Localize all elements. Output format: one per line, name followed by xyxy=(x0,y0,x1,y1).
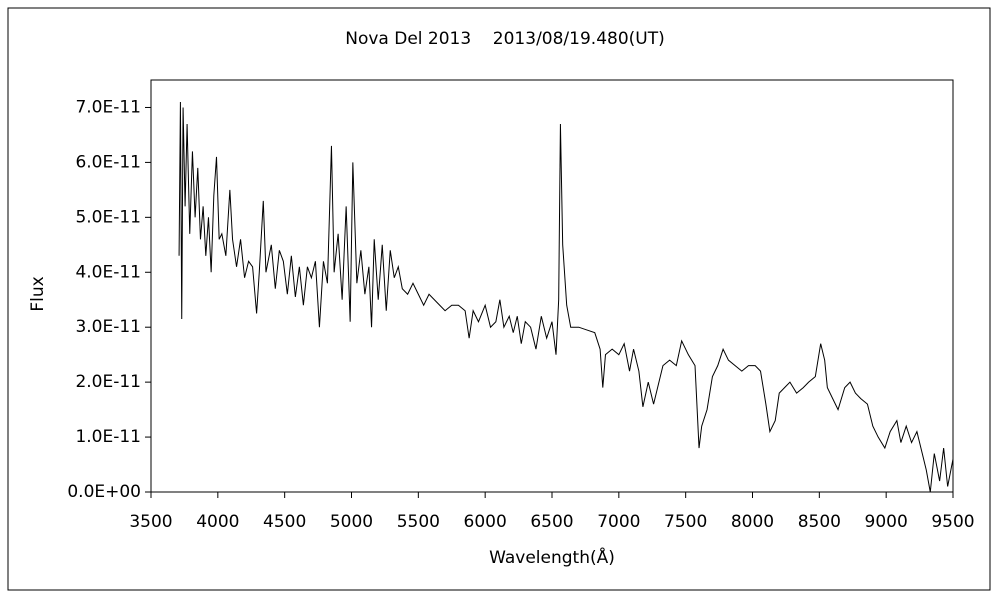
y-tick-label: 0.0E+00 xyxy=(67,482,141,502)
x-tick-label: 5000 xyxy=(330,512,373,532)
x-tick-label: 6000 xyxy=(464,512,507,532)
y-tick-label: 6.0E-11 xyxy=(75,152,141,172)
y-tick-label: 4.0E-11 xyxy=(75,262,141,282)
plot-frame xyxy=(150,79,954,493)
y-tick-label: 5.0E-11 xyxy=(75,207,141,227)
x-tick-label: 8000 xyxy=(731,512,774,532)
x-tick-label: 8500 xyxy=(798,512,841,532)
y-axis-label: Flux xyxy=(28,276,48,311)
x-axis-label: Wavelength(Å) xyxy=(489,546,615,568)
x-tick-label: 5500 xyxy=(397,512,440,532)
chart-title: Nova Del 2013 2013/08/19.480(UT) xyxy=(345,29,664,49)
x-tick-label: 9000 xyxy=(865,512,908,532)
x-tick-label: 9500 xyxy=(931,512,974,532)
x-tick-label: 3500 xyxy=(129,512,172,532)
y-tick-label: 1.0E-11 xyxy=(75,427,141,447)
y-tick-label: 2.0E-11 xyxy=(75,372,141,392)
x-tick-label: 4500 xyxy=(263,512,306,532)
chart-frame xyxy=(7,7,991,591)
x-tick-label: 7500 xyxy=(664,512,707,532)
x-tick-label: 6500 xyxy=(530,512,573,532)
spectrum-line xyxy=(178,101,954,493)
y-tick-label: 3.0E-11 xyxy=(75,317,141,337)
x-tick-label: 4000 xyxy=(196,512,239,532)
x-tick-label: 7000 xyxy=(597,512,640,532)
y-tick-label: 7.0E-11 xyxy=(75,97,141,117)
